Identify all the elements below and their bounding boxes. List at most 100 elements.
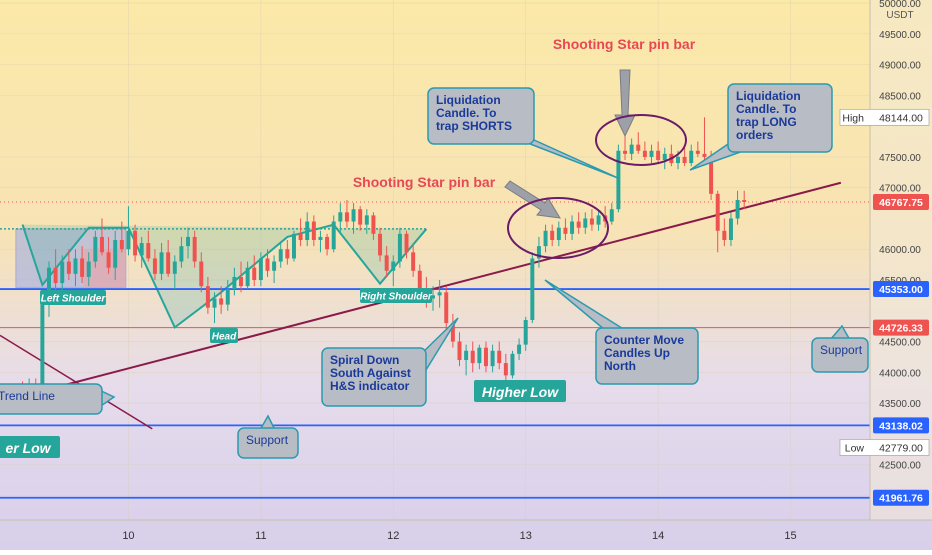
price-tag-label: Low: [845, 442, 865, 454]
callout-box: [321, 347, 427, 407]
head-shoulders-fill: [22, 224, 427, 328]
price-tag-value: 48144.00: [879, 112, 923, 124]
candle-body: [258, 258, 263, 280]
shooting-star-label-top: Shooting Star pin bar: [553, 36, 696, 52]
candle-body: [450, 323, 455, 342]
candle-body: [490, 350, 495, 367]
candle-body: [371, 215, 376, 234]
price-tag-value: 45353.00: [879, 284, 923, 296]
candle-body: [73, 258, 78, 274]
label-right-shoulder: Right Shoulder: [360, 288, 433, 303]
candle-body: [437, 292, 442, 296]
candle-body: [689, 150, 694, 164]
candle-body: [40, 304, 45, 391]
y-tick-label: 44500.00: [879, 338, 921, 349]
label-head: Head: [210, 328, 238, 343]
candle-body: [378, 233, 383, 256]
candle-body: [623, 150, 628, 154]
price-tag-value: 46767.75: [879, 197, 923, 209]
price-tags: High 48144.00 46767.75 45353.00 44726.33 4313…: [839, 108, 930, 506]
price-tag-value: 42779.00: [879, 442, 923, 454]
y-tick-label: 50000.00: [879, 0, 921, 10]
price-tag-label: High: [842, 112, 864, 124]
candle-body: [245, 267, 250, 287]
x-tick-labels: 10 11 12 13 14 15: [122, 530, 796, 542]
price-tag-box-plain: [839, 439, 930, 456]
candle-body: [576, 221, 581, 228]
callout-text: trap LONG: [736, 115, 797, 129]
candle-body: [656, 150, 661, 160]
candle-body: [285, 249, 290, 259]
callout-text: Trend Line: [0, 389, 55, 403]
circle-pin-bar: [507, 197, 609, 259]
callout-trend-line: Trend Line: [0, 383, 116, 415]
callout-text: Candles Up: [604, 346, 670, 360]
candle-body: [629, 144, 634, 154]
price-tag-value: 41961.76: [879, 493, 923, 505]
candle-body: [497, 350, 502, 364]
candle-body: [510, 353, 515, 376]
candle-body: [431, 295, 435, 299]
callout-text: Support: [246, 433, 289, 447]
x-tick-label: 11: [255, 530, 266, 542]
x-tick-label: 14: [652, 530, 664, 542]
candle-body: [159, 252, 164, 274]
y-tick-label: 46000.00: [879, 245, 921, 256]
candle-body: [391, 261, 396, 271]
candle-body: [179, 246, 184, 262]
label-box: [474, 380, 566, 402]
candle-body: [503, 363, 508, 376]
candle-body: [53, 267, 58, 284]
candle-body: [325, 236, 330, 250]
candle-body: [99, 236, 104, 253]
candle-body: [417, 270, 422, 293]
candle-body: [682, 156, 687, 164]
callout-text: Support: [820, 343, 863, 357]
candle-body: [397, 233, 402, 262]
label-text: Right Shoulder: [360, 292, 433, 303]
falling-trend-line: [0, 334, 153, 430]
candle-body: [563, 227, 568, 234]
candle-body: [139, 243, 144, 256]
candle-body: [318, 236, 323, 240]
candle-body: [364, 215, 369, 225]
price-tag-box-plain: [839, 108, 930, 126]
x-tick-label: 12: [387, 530, 399, 542]
callout-text: Candle. To: [436, 106, 496, 120]
callout-text: Spiral Down: [330, 353, 399, 367]
candle-body: [649, 150, 654, 157]
price-tag-box: [873, 489, 929, 506]
y-tick-label: 48500.00: [879, 91, 921, 102]
candle-body: [172, 261, 177, 274]
candle-body: [616, 150, 621, 210]
candle-body: [113, 240, 118, 268]
callout-text: H&S indicator: [330, 379, 410, 393]
candle-body: [93, 236, 98, 262]
callout-support-2: Support: [811, 324, 869, 373]
candle-body: [709, 156, 714, 194]
candle-body: [199, 261, 204, 287]
candle-body: [126, 230, 131, 250]
x-tick-label: 15: [784, 530, 796, 542]
down-arrow: [614, 69, 636, 138]
candle-body: [305, 221, 310, 240]
candle-body: [676, 156, 680, 164]
candle-body: [239, 276, 243, 287]
callout-box: [727, 83, 833, 153]
candle-body: [133, 230, 138, 256]
candle-body: [212, 298, 217, 308]
label-box: [0, 436, 60, 458]
candle-body: [596, 215, 601, 225]
callout-support-1: Support: [237, 414, 299, 459]
y-tick-label: 42500.00: [879, 461, 921, 472]
candle-body: [384, 255, 389, 271]
candle-body: [570, 221, 575, 234]
candle-body: [47, 267, 51, 305]
callout-text: Liquidation: [736, 89, 801, 103]
candle-body: [311, 221, 316, 240]
callout-box: [0, 383, 103, 415]
